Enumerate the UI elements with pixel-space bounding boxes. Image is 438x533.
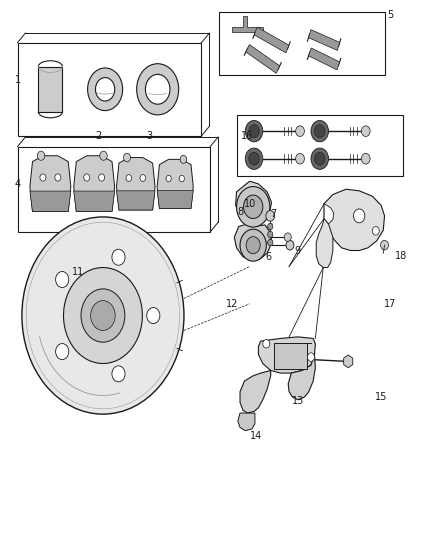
- Text: 11: 11: [72, 267, 84, 277]
- Circle shape: [311, 120, 328, 142]
- Polygon shape: [234, 224, 272, 260]
- Circle shape: [245, 148, 263, 169]
- Circle shape: [84, 174, 90, 181]
- Text: 9: 9: [295, 246, 301, 255]
- Circle shape: [145, 74, 170, 104]
- Circle shape: [245, 120, 263, 142]
- Polygon shape: [258, 337, 315, 373]
- Text: 17: 17: [384, 299, 396, 309]
- Polygon shape: [246, 45, 280, 73]
- Circle shape: [140, 175, 145, 181]
- Circle shape: [95, 77, 115, 101]
- Circle shape: [244, 195, 263, 219]
- Circle shape: [37, 151, 45, 160]
- Circle shape: [112, 249, 125, 265]
- Circle shape: [296, 126, 304, 136]
- Polygon shape: [254, 27, 289, 53]
- Polygon shape: [236, 181, 272, 227]
- Text: 7: 7: [271, 209, 277, 219]
- Circle shape: [353, 209, 365, 223]
- Polygon shape: [238, 413, 255, 431]
- Text: 10: 10: [244, 199, 256, 208]
- Circle shape: [372, 227, 379, 235]
- Circle shape: [124, 154, 131, 162]
- Circle shape: [137, 63, 179, 115]
- Circle shape: [166, 175, 171, 182]
- Circle shape: [314, 125, 325, 138]
- Circle shape: [88, 68, 123, 110]
- Text: 4: 4: [14, 179, 21, 189]
- Circle shape: [56, 344, 69, 360]
- Polygon shape: [30, 191, 71, 212]
- Circle shape: [81, 289, 125, 342]
- Circle shape: [40, 174, 46, 181]
- Circle shape: [237, 187, 270, 227]
- Polygon shape: [74, 156, 115, 212]
- Circle shape: [126, 175, 131, 181]
- Text: 18: 18: [395, 251, 407, 261]
- Polygon shape: [117, 191, 155, 210]
- Circle shape: [56, 271, 69, 287]
- Circle shape: [147, 308, 160, 324]
- Circle shape: [381, 240, 389, 250]
- Circle shape: [112, 366, 125, 382]
- Circle shape: [22, 217, 184, 414]
- Circle shape: [246, 237, 260, 254]
- Circle shape: [361, 154, 370, 164]
- Text: 6: 6: [265, 252, 271, 262]
- Polygon shape: [157, 159, 193, 208]
- Circle shape: [64, 268, 142, 364]
- Polygon shape: [30, 156, 71, 212]
- Circle shape: [100, 151, 107, 160]
- Text: 12: 12: [226, 299, 238, 309]
- Circle shape: [284, 233, 291, 241]
- Polygon shape: [38, 67, 62, 112]
- Text: 3: 3: [146, 131, 152, 141]
- Polygon shape: [324, 189, 385, 251]
- Polygon shape: [117, 158, 155, 210]
- Circle shape: [311, 148, 328, 169]
- Circle shape: [99, 174, 105, 181]
- Circle shape: [180, 156, 187, 163]
- Circle shape: [286, 240, 294, 250]
- Circle shape: [91, 301, 115, 330]
- Text: 13: 13: [292, 396, 304, 406]
- Circle shape: [263, 340, 270, 348]
- Text: 2: 2: [95, 131, 102, 141]
- Circle shape: [249, 125, 259, 138]
- Circle shape: [268, 239, 273, 246]
- Polygon shape: [74, 191, 115, 212]
- Circle shape: [307, 353, 314, 361]
- Polygon shape: [157, 191, 193, 208]
- Text: 1: 1: [14, 75, 21, 85]
- Text: 5: 5: [387, 10, 393, 20]
- Circle shape: [296, 154, 304, 164]
- Polygon shape: [344, 355, 353, 368]
- Circle shape: [268, 223, 273, 230]
- Polygon shape: [324, 204, 334, 224]
- Circle shape: [266, 211, 275, 221]
- Text: 16: 16: [241, 131, 254, 141]
- Bar: [18, 43, 201, 136]
- Circle shape: [240, 229, 266, 261]
- Bar: [18, 147, 210, 232]
- Polygon shape: [240, 370, 271, 413]
- Circle shape: [249, 152, 259, 165]
- Text: 15: 15: [375, 392, 387, 402]
- Polygon shape: [232, 16, 263, 32]
- Polygon shape: [309, 48, 339, 70]
- Circle shape: [361, 126, 370, 136]
- Circle shape: [314, 152, 325, 165]
- Polygon shape: [308, 30, 340, 51]
- Circle shape: [268, 231, 273, 238]
- Circle shape: [55, 174, 61, 181]
- Text: 8: 8: [237, 207, 243, 217]
- Circle shape: [179, 175, 184, 182]
- Bar: [274, 343, 307, 369]
- Text: 14: 14: [250, 431, 262, 441]
- Polygon shape: [316, 219, 333, 268]
- Polygon shape: [288, 354, 315, 400]
- Bar: [237, 115, 403, 176]
- Bar: [219, 12, 385, 75]
